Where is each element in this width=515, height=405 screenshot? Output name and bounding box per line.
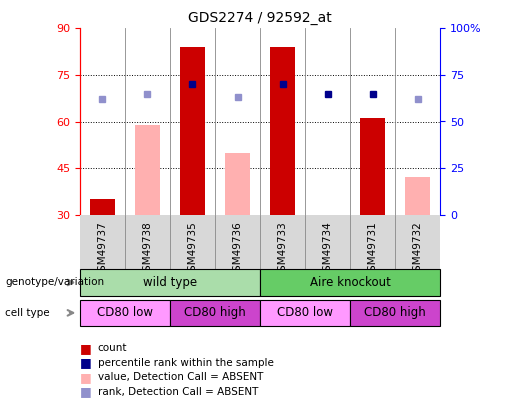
Text: percentile rank within the sample: percentile rank within the sample <box>98 358 274 368</box>
Text: cell type: cell type <box>5 308 50 318</box>
Text: rank, Detection Call = ABSENT: rank, Detection Call = ABSENT <box>98 387 258 397</box>
Bar <box>360 118 385 215</box>
Text: ■: ■ <box>80 386 92 399</box>
Bar <box>135 125 160 215</box>
Text: GSM49734: GSM49734 <box>323 221 333 277</box>
Text: GSM49731: GSM49731 <box>368 221 377 277</box>
Text: genotype/variation: genotype/variation <box>5 277 104 288</box>
Bar <box>260 300 350 326</box>
Text: GSM49738: GSM49738 <box>143 221 152 277</box>
Text: ■: ■ <box>80 356 92 369</box>
Title: GDS2274 / 92592_at: GDS2274 / 92592_at <box>188 11 332 25</box>
Bar <box>225 153 250 215</box>
Text: CD80 high: CD80 high <box>184 306 246 320</box>
Text: Aire knockout: Aire knockout <box>310 276 391 289</box>
Bar <box>90 199 115 215</box>
Bar <box>180 47 205 215</box>
Bar <box>80 269 260 296</box>
Text: CD80 low: CD80 low <box>97 306 153 320</box>
Text: value, Detection Call = ABSENT: value, Detection Call = ABSENT <box>98 373 263 382</box>
Bar <box>80 300 170 326</box>
Text: wild type: wild type <box>143 276 197 289</box>
Text: GSM49735: GSM49735 <box>187 221 197 277</box>
Text: ■: ■ <box>80 342 92 355</box>
Text: ■: ■ <box>80 371 92 384</box>
Bar <box>405 177 430 215</box>
Text: GSM49737: GSM49737 <box>97 221 107 277</box>
Text: CD80 low: CD80 low <box>277 306 333 320</box>
Text: count: count <box>98 343 127 353</box>
Text: GSM49736: GSM49736 <box>233 221 243 277</box>
Bar <box>260 269 440 296</box>
Text: GSM49732: GSM49732 <box>413 221 423 277</box>
Bar <box>170 300 260 326</box>
Text: GSM49733: GSM49733 <box>278 221 287 277</box>
Bar <box>270 47 295 215</box>
Text: CD80 high: CD80 high <box>365 306 426 320</box>
Bar <box>350 300 440 326</box>
